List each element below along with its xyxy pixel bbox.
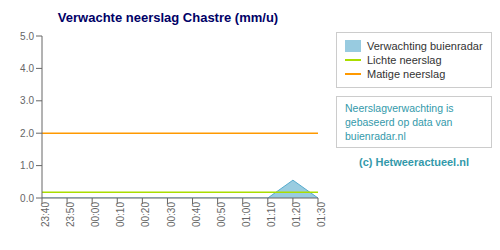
svg-text:01:00: 01:00 xyxy=(241,202,252,227)
svg-text:4.0: 4.0 xyxy=(20,63,34,74)
svg-text:2.0: 2.0 xyxy=(20,128,34,139)
svg-text:00:40: 00:40 xyxy=(191,202,202,227)
svg-text:23:50: 23:50 xyxy=(65,202,76,227)
svg-text:00:00: 00:00 xyxy=(90,202,101,227)
svg-text:5.0: 5.0 xyxy=(20,31,34,42)
svg-text:3.0: 3.0 xyxy=(20,95,34,106)
html-text:Matige neerslag: Matige neerslag xyxy=(367,68,446,80)
svg-text:01:30: 01:30 xyxy=(316,202,327,227)
html-text:Verwachting buienradar: Verwachting buienradar xyxy=(367,40,483,52)
html-text:(c) Hetweeractueel.nl: (c) Hetweeractueel.nl xyxy=(359,156,469,168)
svg-text:1.0: 1.0 xyxy=(20,160,34,171)
html-text:Verwachte neerslag Chastre (mm: Verwachte neerslag Chastre (mm/u) xyxy=(57,10,279,25)
html-text:Lichte neerslag: Lichte neerslag xyxy=(367,54,442,66)
svg-text:01:10: 01:10 xyxy=(266,202,277,227)
svg-text:0.0: 0.0 xyxy=(20,193,34,204)
svg-text:00:20: 00:20 xyxy=(140,202,151,227)
svg-text:00:50: 00:50 xyxy=(216,202,227,227)
svg-text:01:20: 01:20 xyxy=(291,202,302,227)
svg-text:00:10: 00:10 xyxy=(115,202,126,227)
svg-text:00:30: 00:30 xyxy=(166,202,177,227)
svg-text:23:40: 23:40 xyxy=(40,202,51,227)
html-text:Neerslagverwachting is gebasee: Neerslagverwachting is gebaseerd op data… xyxy=(345,102,454,142)
